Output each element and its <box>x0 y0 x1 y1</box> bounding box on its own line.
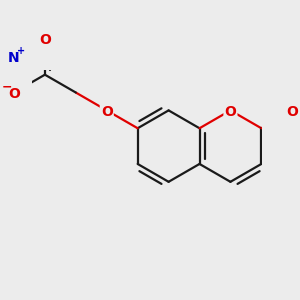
Text: O: O <box>101 105 113 119</box>
Text: O: O <box>286 105 298 119</box>
Text: −: − <box>2 81 12 94</box>
Text: O: O <box>224 105 236 119</box>
Text: O: O <box>39 34 51 47</box>
Text: O: O <box>8 87 20 101</box>
Text: +: + <box>17 46 25 56</box>
Text: N: N <box>8 51 20 65</box>
